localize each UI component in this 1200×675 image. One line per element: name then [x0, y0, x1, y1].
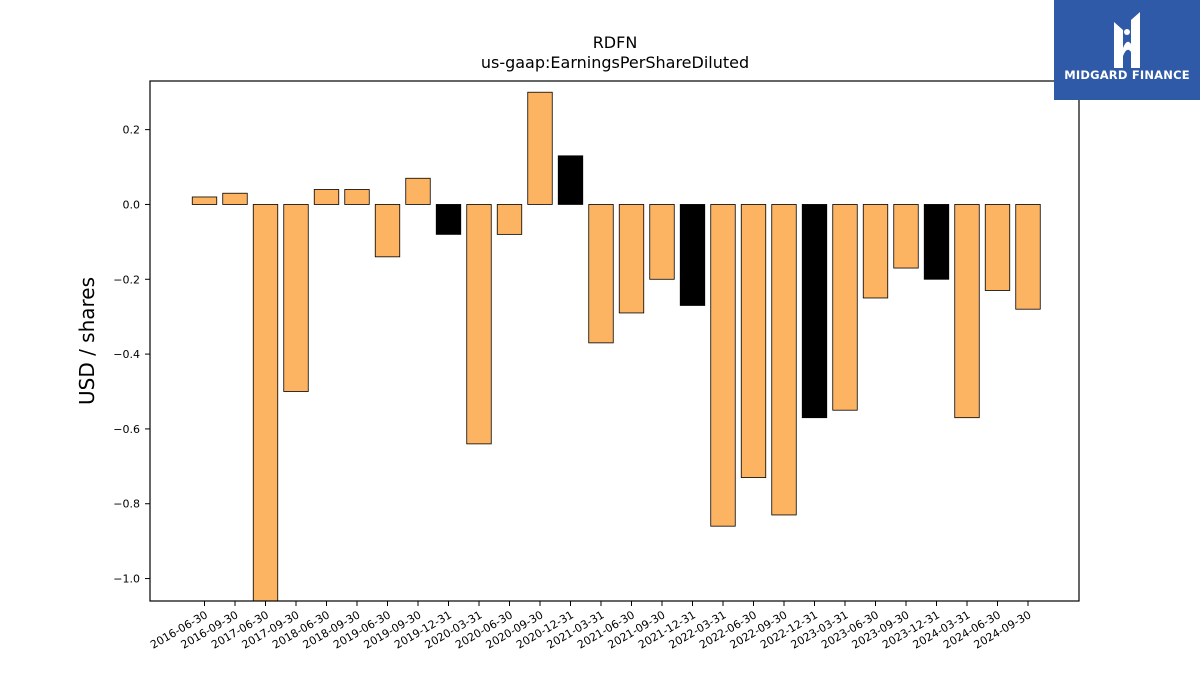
bar-2022-03-31 [710, 204, 736, 527]
bar-2020-09-30 [527, 91, 553, 205]
logo-mark-icon [1114, 12, 1140, 68]
bar-2020-06-30 [496, 204, 523, 235]
bar-2019-09-30 [405, 177, 431, 205]
bar-2021-06-30 [618, 204, 645, 314]
bar-2018-06-30 [313, 189, 340, 205]
bar-2023-09-30 [893, 204, 919, 269]
y-tick-label: −0.8 [113, 498, 140, 511]
bar-2022-06-30 [740, 204, 767, 478]
y-axis-label: USD / shares [75, 277, 99, 405]
bar-2022-09-30 [771, 204, 797, 516]
y-tick-label: 0.0 [123, 198, 141, 211]
bar-2016-09-30 [222, 192, 248, 205]
bar-2019-12-31 [435, 204, 462, 235]
bar-2024-09-30 [1015, 204, 1041, 310]
bar-2019-06-30 [374, 204, 401, 258]
bar-2023-03-31 [832, 204, 858, 411]
bar-2016-06-30 [191, 196, 218, 205]
bar-2024-06-30 [984, 204, 1011, 291]
midgard-finance-logo: MIDGARD FINANCE [1054, 0, 1200, 100]
plot-frame [149, 80, 1080, 602]
chart-title: RDFN [593, 33, 638, 52]
bar-2022-12-31 [801, 204, 828, 419]
bar-2023-12-31 [923, 204, 950, 280]
bar-2017-06-30 [252, 204, 279, 602]
bar-2017-09-30 [283, 204, 309, 392]
logo-text: MIDGARD FINANCE [1064, 68, 1190, 82]
y-tick-label: −0.6 [113, 423, 140, 436]
y-tick-label: −0.4 [113, 348, 140, 361]
chart-subtitle: us-gaap:EarningsPerShareDiluted [481, 53, 749, 72]
bars-group [191, 91, 1041, 602]
y-tick-label: −0.2 [113, 273, 140, 286]
bar-2023-06-30 [862, 204, 889, 299]
bar-2020-03-31 [466, 204, 492, 445]
bar-2021-09-30 [649, 204, 675, 280]
bar-2024-03-31 [954, 204, 980, 419]
bar-2021-03-31 [588, 204, 614, 344]
y-ticks-group: 0.2 0.0 −0.2 −0.4 −0.6 −0.8 −1.0 [113, 124, 150, 586]
bar-2021-12-31 [679, 204, 706, 306]
bar-2018-09-30 [344, 189, 370, 205]
y-tick-label: 0.2 [123, 124, 141, 137]
y-tick-label: −1.0 [113, 573, 140, 586]
bar-2020-12-31 [557, 155, 584, 205]
x-ticks-group: 2016-06-302016-09-302017-06-302017-09-30… [148, 601, 1034, 652]
